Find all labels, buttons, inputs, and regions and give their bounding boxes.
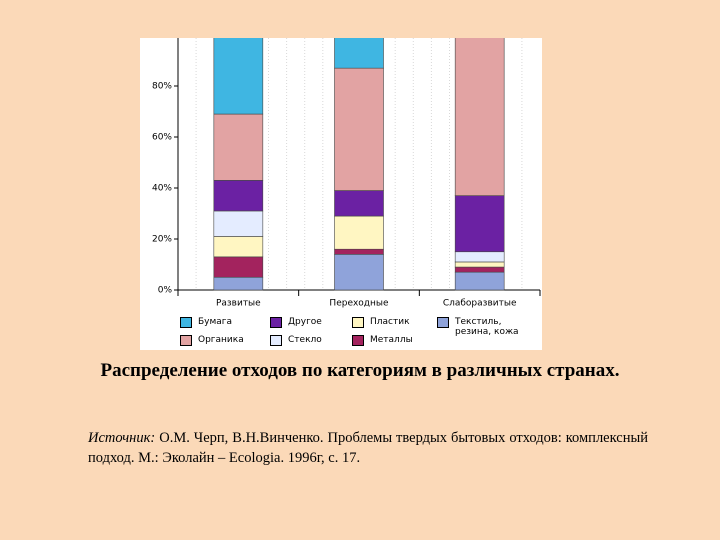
bar-segment — [213, 276, 264, 291]
legend-label: Органика — [198, 335, 244, 345]
legend-swatch — [270, 317, 282, 328]
bar-segment — [454, 271, 505, 291]
y-tick-label: 100% — [146, 38, 172, 41]
legend-swatch — [180, 317, 192, 328]
y-tick-label: 60% — [152, 133, 172, 143]
legend-swatch — [352, 317, 364, 328]
legend-label: Пластик — [370, 317, 410, 327]
y-tick-label: 20% — [152, 235, 172, 245]
x-tick-label: Переходные — [329, 299, 389, 309]
legend-swatch — [352, 335, 364, 346]
legend-item: Металлы — [352, 335, 442, 346]
legend-label: Стекло — [288, 335, 322, 345]
source-text: О.М. Черп, В.Н.Винченко. Проблемы тверды… — [88, 430, 648, 466]
legend-item: Бумага — [180, 317, 270, 328]
legend-swatch — [180, 335, 192, 346]
legend-label: Бумага — [198, 317, 233, 327]
bar-segment — [334, 190, 384, 217]
legend-item: Стекло — [270, 335, 360, 346]
bar-segment — [454, 38, 505, 196]
bar-segment — [334, 215, 384, 250]
legend-item: Другое — [270, 317, 360, 328]
bar-segment — [213, 210, 264, 237]
bar-segment — [454, 266, 505, 273]
chart: 0% 20% 40% 60% 80% 100% Развитые Переходные Слаб… — [146, 38, 541, 309]
bar-segment — [213, 38, 264, 115]
legend-swatch — [437, 317, 449, 328]
bar-segment — [454, 195, 505, 253]
source-label: Источник: — [88, 430, 156, 446]
legend-item: Пластик — [352, 317, 442, 328]
bar-segment — [454, 261, 505, 268]
y-tick-label: 0% — [158, 286, 173, 296]
legend-label: Металлы — [370, 335, 413, 345]
caption: Распределение отходов по категориям в ра… — [100, 360, 620, 381]
bar-segment — [334, 67, 384, 191]
bar-segment — [213, 113, 264, 181]
y-tick-label: 40% — [152, 184, 172, 194]
bar-segment — [334, 38, 384, 69]
bar-segment — [334, 248, 384, 255]
legend-item: Органика — [180, 335, 270, 346]
chart-panel: 0% 20% 40% 60% 80% 100% Развитые Переходные Слаб… — [140, 38, 542, 350]
x-tick-label: Развитые — [216, 299, 261, 309]
bar-segment — [213, 180, 264, 212]
x-tick-label: Слаборазвитые — [443, 299, 517, 309]
y-tick-label: 80% — [152, 82, 172, 92]
bar-segment — [454, 251, 505, 263]
bar-segment — [334, 254, 384, 291]
legend-item: Текстиль, резина, кожа — [437, 317, 527, 337]
bar-segment — [213, 256, 264, 278]
legend-swatch — [270, 335, 282, 346]
legend-label: Другое — [288, 317, 322, 327]
legend-label: Текстиль, резина, кожа — [455, 317, 519, 337]
bar-segment — [213, 236, 264, 258]
source: Источник: О.М. Черп, В.Н.Винченко. Пробл… — [88, 428, 648, 468]
